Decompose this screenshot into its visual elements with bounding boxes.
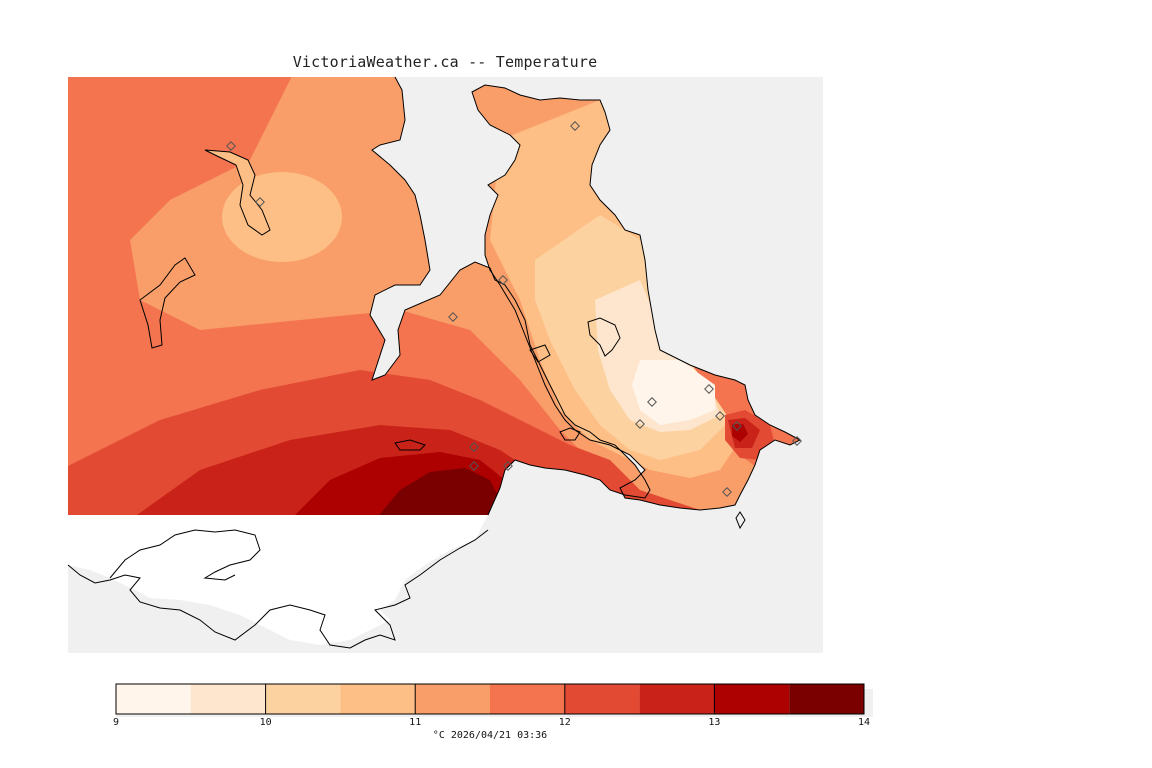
- colorbar-legend: 9 10 11 12 13 14 °C 2026/04/21 03:36: [113, 683, 873, 741]
- colorbar-tick-label: 10: [260, 717, 272, 728]
- station-marker-diamond-icon[interactable]: [647, 397, 657, 407]
- colorbar-bin: [490, 684, 565, 714]
- station-marker-diamond-icon[interactable]: [469, 442, 479, 452]
- colorbar-bin: [415, 684, 490, 714]
- colorbar-bin: [116, 684, 191, 714]
- colorbar-bin: [340, 684, 416, 714]
- station-marker-diamond-icon[interactable]: [792, 436, 802, 446]
- no-data-area: [68, 515, 488, 645]
- station-marker-diamond-icon[interactable]: [635, 419, 645, 429]
- colorbar-ticks: 9 10 11 12 13 14: [113, 684, 870, 728]
- station-marker-diamond-icon[interactable]: [448, 312, 458, 322]
- colorbar-tick-label: 11: [409, 717, 421, 728]
- station-marker-diamond-icon[interactable]: [732, 421, 742, 431]
- colorbar-bin: [639, 684, 715, 714]
- colorbar-bin: [714, 684, 790, 714]
- colorbar-bins: [116, 684, 864, 714]
- coastlines: [67, 76, 802, 649]
- colorbar-tick-label: 13: [708, 717, 720, 728]
- station-marker-diamond-icon[interactable]: [715, 411, 725, 421]
- station-marker-diamond-icon[interactable]: [704, 384, 714, 394]
- colorbar-bin: [564, 684, 640, 714]
- station-marker-diamond-icon[interactable]: [503, 461, 513, 471]
- colorbar-bin: [190, 684, 266, 714]
- station-marker-diamond-icon[interactable]: [498, 275, 508, 285]
- station-marker-diamond-icon[interactable]: [255, 197, 265, 207]
- colorbar-tick-label: 14: [858, 717, 870, 728]
- station-marker-diamond-icon[interactable]: [722, 487, 732, 497]
- map-title: VictoriaWeather.ca -- Temperature: [292, 53, 598, 71]
- station-marker-diamond-icon[interactable]: [469, 461, 479, 471]
- colorbar-footer: °C 2026/04/21 03:36: [433, 730, 547, 741]
- colorbar-tick-label: 12: [559, 717, 571, 728]
- station-marker-diamond-icon[interactable]: [570, 121, 580, 131]
- weather-stations[interactable]: [226, 121, 802, 497]
- colorbar-bin: [789, 684, 864, 714]
- colorbar-bin: [265, 684, 341, 714]
- station-marker-diamond-icon[interactable]: [226, 141, 236, 151]
- colorbar-tick-label: 9: [113, 717, 119, 728]
